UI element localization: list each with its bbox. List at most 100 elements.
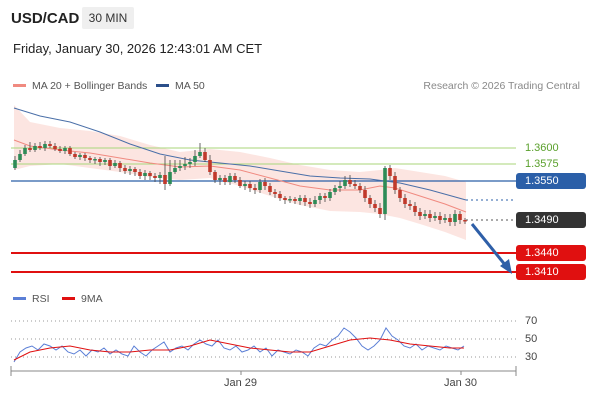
- candle-body: [368, 198, 372, 204]
- legend-9ma-label: 9MA: [81, 293, 103, 305]
- candle-body: [178, 166, 182, 168]
- candle-body: [283, 198, 287, 200]
- rsi-scale-30: 30: [525, 351, 538, 363]
- ma50-price-tag: 1.3550: [516, 173, 586, 189]
- candle-body: [68, 148, 72, 154]
- legend-item-rsi: RSI: [13, 293, 50, 305]
- candle-body: [358, 186, 362, 190]
- candle-body: [298, 198, 302, 201]
- timeframe-button[interactable]: 30 MIN: [82, 7, 134, 29]
- candle-body: [458, 214, 462, 220]
- candle-body: [223, 178, 227, 182]
- candle-body: [453, 214, 457, 222]
- legend-item-ma20: MA 20 + Bollinger Bands: [13, 80, 147, 92]
- rsi-scale-70: 70: [525, 315, 538, 327]
- candle-body: [203, 152, 207, 160]
- x-label-jan30: Jan 30: [444, 377, 478, 389]
- candle-body: [53, 146, 57, 149]
- candle-body: [338, 186, 342, 188]
- candle-body: [258, 182, 262, 190]
- forecast-arrow-head: [500, 259, 512, 274]
- candle-body: [228, 176, 232, 182]
- rsi-line: [13, 327, 465, 363]
- candle-body: [398, 190, 402, 198]
- candle-body: [208, 160, 212, 172]
- ma20-line: [13, 139, 467, 213]
- candle-body: [33, 146, 37, 150]
- candle-body: [38, 146, 42, 148]
- candle-body: [313, 200, 317, 204]
- datetime-label: Friday, January 30, 2026 12:43:01 AM CET: [13, 41, 263, 56]
- candle-body: [73, 154, 77, 157]
- candle-body: [143, 173, 147, 176]
- candle-body: [153, 176, 157, 178]
- candle-body: [438, 216, 442, 220]
- 9ma-swatch: [62, 296, 75, 300]
- candle-body: [238, 180, 242, 186]
- candle-body: [388, 168, 392, 176]
- candle-body: [78, 155, 82, 157]
- candle-body: [448, 218, 452, 222]
- candle-body: [413, 206, 417, 212]
- candle-body: [333, 188, 337, 192]
- candle-body: [173, 168, 177, 172]
- candle-body: [13, 160, 17, 168]
- candle-body: [363, 190, 367, 198]
- candle-body: [188, 162, 192, 164]
- candle-body: [28, 148, 32, 150]
- candle-body: [193, 156, 197, 162]
- chart-header: USD/CAD 30 MIN: [0, 0, 590, 36]
- candle-body: [233, 176, 237, 180]
- candle-body: [288, 199, 292, 201]
- x-label-jan29: Jan 29: [224, 377, 258, 389]
- rsi-swatch: [13, 296, 26, 300]
- rsi-scale-50: 50: [525, 333, 538, 345]
- candle-body: [123, 168, 127, 171]
- candle-body: [268, 186, 272, 192]
- candle-body: [248, 184, 252, 188]
- candle-body: [378, 208, 382, 214]
- candle-body: [48, 144, 52, 146]
- legend-item-ma50: MA 50: [156, 80, 205, 92]
- candle-body: [198, 152, 202, 156]
- resistance-label-2: 1.3575: [525, 158, 559, 170]
- candle-body: [183, 164, 187, 166]
- candle-body: [373, 204, 377, 208]
- candle-body: [308, 202, 312, 204]
- candle-body: [163, 175, 167, 184]
- candle-body: [383, 168, 387, 214]
- candle-body: [83, 155, 87, 158]
- candle-body: [273, 192, 277, 194]
- ma20-swatch: [13, 83, 26, 87]
- candle-body: [278, 194, 282, 198]
- legend-ma20-label: MA 20 + Bollinger Bands: [32, 80, 148, 92]
- candle-body: [213, 172, 217, 180]
- candle-body: [138, 172, 142, 176]
- candle-body: [463, 220, 467, 222]
- candle-body: [348, 180, 352, 184]
- candle-body: [253, 188, 257, 190]
- candle-body: [43, 144, 47, 148]
- candle-body: [128, 169, 132, 171]
- candle-body: [428, 214, 432, 218]
- last-price-tag: 1.3490: [516, 212, 586, 228]
- candle-body: [443, 218, 447, 220]
- candle-body: [328, 192, 332, 198]
- legend-ma50-label: MA 50: [175, 80, 205, 92]
- candle-body: [353, 184, 357, 186]
- candle-body: [218, 178, 222, 180]
- candle-body: [408, 204, 412, 206]
- candle-body: [148, 173, 152, 176]
- candle-body: [318, 196, 322, 200]
- support-tag-2: 1.3410: [516, 264, 586, 280]
- candle-body: [118, 163, 122, 168]
- candle-body: [168, 172, 172, 184]
- candle-body: [343, 180, 347, 186]
- legend-item-9ma: 9MA: [62, 293, 103, 305]
- candle-body: [58, 149, 62, 151]
- candle-body: [93, 159, 97, 161]
- candle-body: [63, 148, 67, 151]
- candle-body: [293, 199, 297, 201]
- candle-body: [158, 175, 162, 178]
- forecast-arrow: [470, 223, 508, 267]
